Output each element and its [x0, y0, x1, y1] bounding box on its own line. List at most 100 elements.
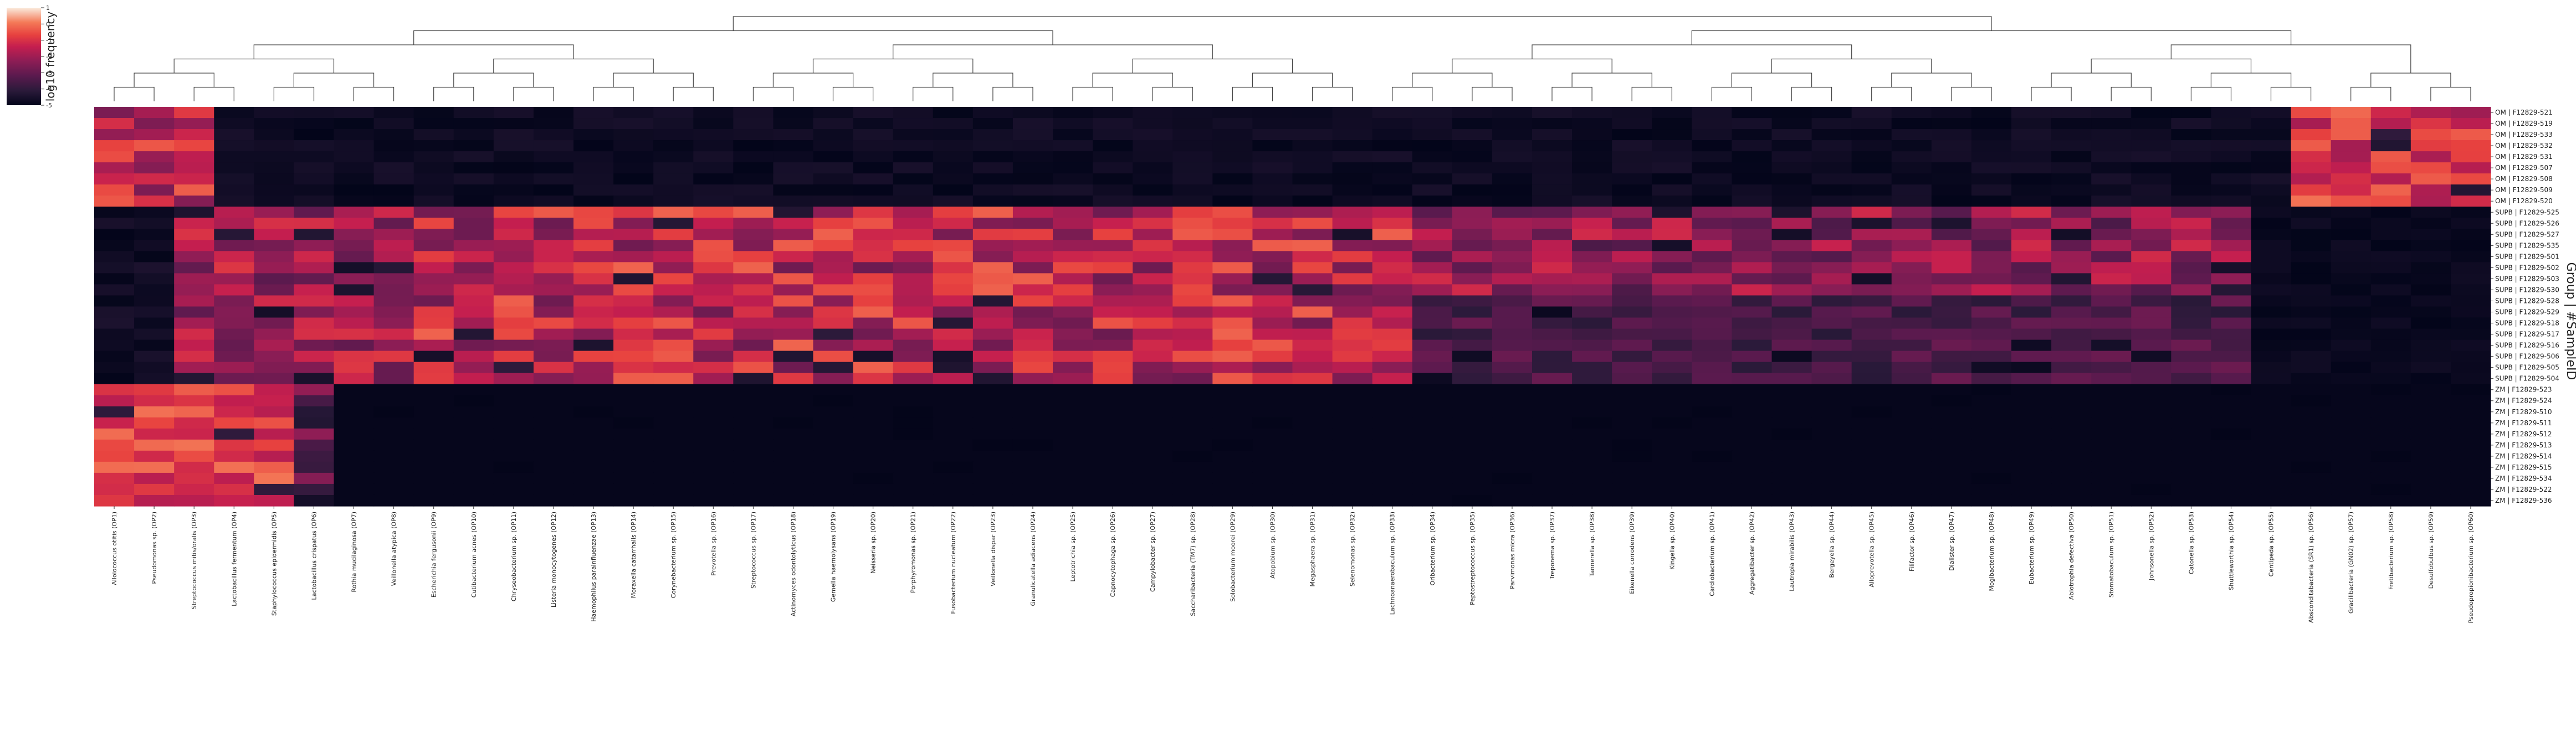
heatmap-cell — [1252, 373, 1293, 385]
dendrogram-link — [1152, 86, 1193, 101]
heatmap-cell — [1971, 317, 2012, 329]
column-label: Prevotella sp. (OP16) — [710, 512, 717, 576]
heatmap-cell — [733, 472, 774, 485]
heatmap-cell — [2051, 317, 2092, 329]
heatmap-cell — [1532, 218, 1573, 229]
heatmap-cell — [413, 483, 454, 496]
heatmap-cell — [2051, 273, 2092, 285]
heatmap-cell — [254, 317, 295, 329]
heatmap-cell — [1133, 306, 1173, 318]
heatmap-cell — [773, 184, 814, 196]
heatmap-cell — [294, 328, 335, 341]
column-label: Desulfobulbus sp. (OP59) — [2428, 512, 2435, 589]
heatmap-cell — [1851, 218, 1892, 229]
heatmap-cell — [893, 339, 934, 352]
column-label: Centipeda sp. (OP55) — [2268, 512, 2275, 576]
heatmap-cell — [2410, 373, 2451, 385]
heatmap-cell — [1971, 240, 2012, 251]
heatmap-cell — [1412, 339, 1453, 352]
heatmap-cell — [1931, 273, 1972, 285]
heatmap-cell — [413, 373, 454, 385]
heatmap-cell — [2251, 118, 2292, 130]
heatmap-cell — [1771, 472, 1812, 485]
heatmap-cell — [214, 450, 254, 462]
heatmap-cell — [2331, 184, 2372, 196]
heatmap-cell — [1212, 229, 1253, 240]
heatmap-cell — [1771, 140, 1812, 152]
heatmap-cell — [1572, 339, 1612, 352]
heatmap-cell — [2091, 162, 2132, 174]
heatmap-cell — [773, 384, 814, 396]
heatmap-cell — [653, 328, 694, 341]
heatmap-cell — [1012, 317, 1053, 329]
heatmap-cell — [1732, 483, 1773, 496]
heatmap-cell — [1692, 107, 1733, 118]
heatmap-cell — [693, 406, 734, 418]
heatmap-cell — [1212, 129, 1253, 141]
heatmap-cell — [1372, 262, 1413, 274]
heatmap-cell — [1532, 229, 1573, 240]
heatmap-cell — [573, 351, 614, 363]
heatmap-cell — [1532, 362, 1573, 374]
heatmap-cell — [1612, 406, 1652, 418]
heatmap-cell — [453, 417, 494, 429]
heatmap-cell — [2331, 207, 2372, 218]
heatmap-cell — [2171, 351, 2212, 363]
heatmap-cell — [2370, 218, 2411, 229]
heatmap-cell — [413, 384, 454, 396]
dendrogram-link — [933, 73, 1013, 87]
heatmap-cell — [1133, 373, 1173, 385]
heatmap-cell — [2370, 107, 2411, 118]
heatmap-cell — [134, 173, 175, 185]
heatmap-cell — [2011, 450, 2052, 462]
heatmap-cell — [1212, 373, 1253, 385]
heatmap-cell — [2410, 251, 2451, 262]
heatmap-cell — [1692, 262, 1733, 274]
heatmap-cell — [1811, 151, 1852, 163]
heatmap-cell — [2211, 240, 2252, 251]
heatmap-cell — [94, 162, 135, 174]
heatmap-cell — [1452, 240, 1493, 251]
column-label: Haemophilus parainfluenzae (OP13) — [590, 512, 597, 622]
heatmap-cell — [2370, 118, 2411, 130]
heatmap-cell — [174, 118, 214, 130]
heatmap-cell — [2370, 207, 2411, 218]
heatmap-cell — [2370, 406, 2411, 418]
heatmap-cell — [813, 339, 854, 352]
heatmap-cell — [613, 229, 654, 240]
heatmap-cell — [1811, 251, 1852, 262]
heatmap-cell — [573, 328, 614, 341]
heatmap-cell — [1133, 207, 1173, 218]
heatmap-cell — [2251, 328, 2292, 341]
heatmap-cell — [2131, 450, 2172, 462]
heatmap-cell — [1252, 339, 1293, 352]
heatmap-cell — [893, 251, 934, 262]
heatmap-cell — [733, 107, 774, 118]
heatmap-cell — [1811, 140, 1852, 152]
heatmap-cell — [1572, 207, 1612, 218]
heatmap-cell — [1012, 184, 1053, 196]
heatmap-cell — [1771, 362, 1812, 374]
heatmap-cell — [174, 107, 214, 118]
heatmap-cell — [1412, 251, 1453, 262]
heatmap-cell — [1811, 428, 1852, 440]
heatmap-cell — [693, 173, 734, 185]
heatmap-cell — [893, 494, 934, 507]
heatmap-cell — [1811, 439, 1852, 451]
heatmap-cell — [134, 284, 175, 296]
heatmap-cell — [1372, 472, 1413, 485]
heatmap-cell — [1612, 173, 1652, 185]
heatmap-cell — [1851, 317, 1892, 329]
heatmap-cell — [1212, 428, 1253, 440]
heatmap-cell — [94, 173, 135, 185]
heatmap-cell — [1652, 173, 1692, 185]
heatmap-cell — [2410, 428, 2451, 440]
heatmap-cell — [653, 273, 694, 285]
heatmap-cell — [2091, 417, 2132, 429]
heatmap-cell — [1652, 140, 1692, 152]
heatmap-cell — [1931, 140, 1972, 152]
heatmap-cell — [1093, 406, 1133, 418]
heatmap-cell — [1452, 284, 1493, 296]
heatmap-cell — [1212, 151, 1253, 163]
heatmap-cell — [1492, 162, 1533, 174]
